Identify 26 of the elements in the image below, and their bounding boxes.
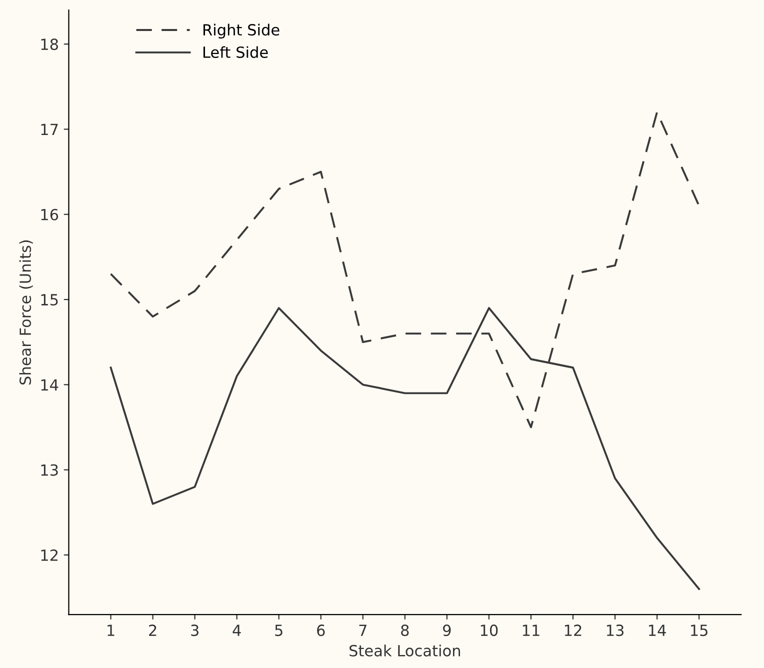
x-tick-label: 2 <box>149 624 156 636</box>
y-tick-label: 17 <box>41 124 58 136</box>
x-tick-label: 13 <box>606 624 624 636</box>
y-tick-label: 14 <box>41 379 58 390</box>
x-tick-label: 10 <box>480 624 498 636</box>
x-tick-label: 6 <box>317 624 325 636</box>
legend-label: Left Side <box>203 46 268 58</box>
x-tick-label: 1 <box>108 624 114 636</box>
x-tick-label: 3 <box>191 624 198 636</box>
y-axis-title: Shear Force (Units) <box>19 240 33 384</box>
x-tick-label: 11 <box>522 624 540 636</box>
x-axis-title: Steak Location <box>350 644 460 656</box>
x-tick-label: 12 <box>564 624 582 636</box>
x-tick-label: 14 <box>649 624 666 636</box>
x-tick-label: 15 <box>691 624 708 636</box>
y-tick-label: 13 <box>41 464 58 476</box>
x-tick-label: 5 <box>275 624 282 636</box>
x-tick-label: 9 <box>443 624 451 636</box>
y-tick-label: 12 <box>41 549 58 561</box>
x-tick-label: 7 <box>359 624 366 636</box>
y-tick-label: 18 <box>41 38 58 50</box>
x-tick-label: 4 <box>232 624 241 636</box>
y-tick-label: 16 <box>41 208 58 220</box>
legend-label: Right Side <box>203 24 280 39</box>
x-tick-label: 8 <box>401 624 409 636</box>
y-tick-label: 15 <box>41 294 58 306</box>
